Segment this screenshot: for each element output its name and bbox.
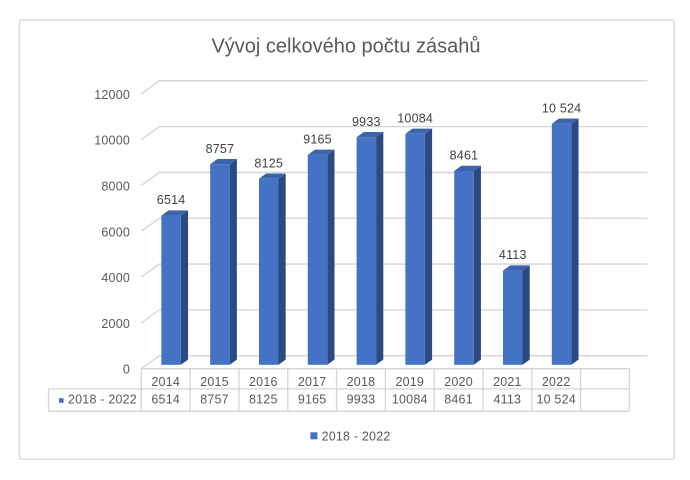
svg-text:2000: 2000 [101, 317, 130, 331]
svg-text:8461: 8461 [450, 149, 479, 163]
svg-text:9165: 9165 [303, 132, 332, 146]
svg-text:2018: 2018 [347, 375, 376, 389]
svg-text:4000: 4000 [101, 271, 130, 285]
svg-text:8125: 8125 [249, 393, 278, 407]
svg-text:9165: 9165 [298, 393, 327, 407]
svg-text:8461: 8461 [444, 393, 473, 407]
svg-text:4113: 4113 [499, 248, 527, 262]
svg-text:2018 - 2022: 2018 - 2022 [68, 393, 137, 407]
svg-text:2015: 2015 [200, 375, 229, 389]
svg-text:8757: 8757 [200, 393, 229, 407]
svg-text:2016: 2016 [249, 375, 278, 389]
svg-text:10000: 10000 [94, 134, 130, 148]
svg-text:10084: 10084 [397, 111, 433, 125]
svg-text:2018 - 2022: 2018 - 2022 [322, 430, 391, 444]
svg-text:4113: 4113 [494, 393, 522, 407]
svg-text:2021: 2021 [493, 375, 522, 389]
svg-text:0: 0 [123, 363, 130, 377]
svg-text:6000: 6000 [101, 225, 130, 239]
svg-text:2020: 2020 [444, 375, 473, 389]
svg-text:8125: 8125 [254, 156, 283, 170]
svg-text:8000: 8000 [101, 179, 130, 193]
svg-text:6514: 6514 [157, 193, 186, 207]
svg-text:2019: 2019 [395, 375, 424, 389]
svg-text:9933: 9933 [347, 393, 376, 407]
svg-text:Vývoj celkového počtu zásahů: Vývoj celkového počtu zásahů [211, 36, 480, 58]
svg-text:8757: 8757 [206, 142, 235, 156]
svg-text:10 524: 10 524 [536, 393, 575, 407]
svg-text:10084: 10084 [392, 393, 428, 407]
svg-text:2014: 2014 [151, 375, 180, 389]
svg-text:10 524: 10 524 [542, 101, 581, 115]
svg-text:2017: 2017 [298, 375, 327, 389]
svg-text:12000: 12000 [94, 88, 130, 102]
svg-text:9933: 9933 [352, 115, 381, 129]
svg-text:2022: 2022 [542, 375, 571, 389]
svg-text:6514: 6514 [151, 393, 180, 407]
